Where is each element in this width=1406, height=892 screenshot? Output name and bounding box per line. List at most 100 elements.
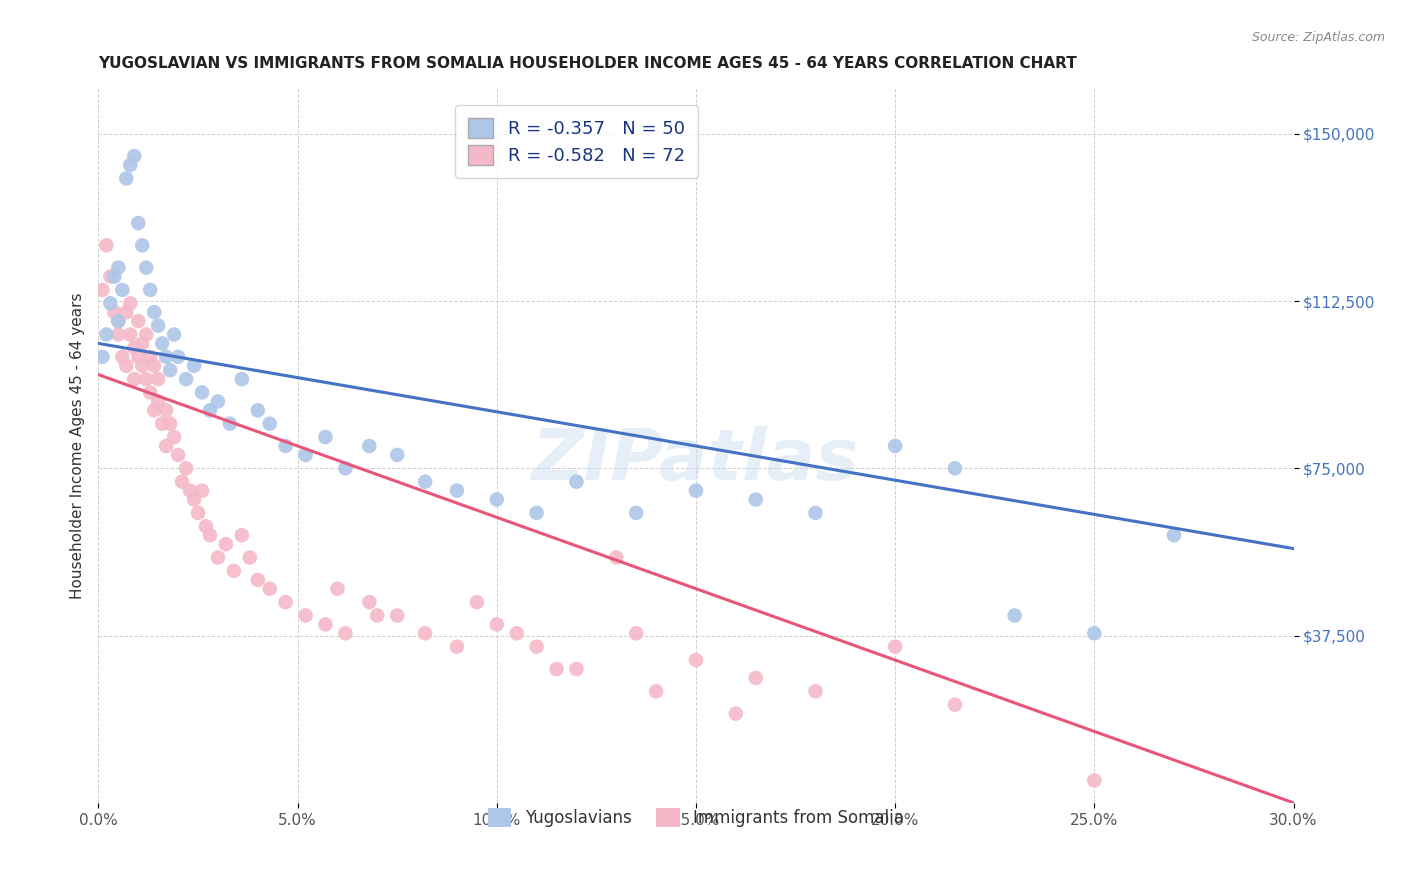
Point	[626, 506, 648, 520]
Point	[884, 640, 907, 654]
Point	[139, 283, 162, 297]
Point	[943, 698, 966, 712]
Point	[1083, 773, 1105, 788]
Point	[148, 372, 170, 386]
Point	[219, 417, 242, 431]
Point	[246, 403, 269, 417]
Point	[215, 537, 238, 551]
Point	[724, 706, 747, 721]
Point	[172, 475, 194, 489]
Point	[222, 564, 245, 578]
Point	[195, 519, 218, 533]
Point	[626, 626, 648, 640]
Point	[111, 350, 134, 364]
Point	[359, 595, 381, 609]
Point	[1083, 626, 1105, 640]
Point	[167, 350, 190, 364]
Point	[155, 439, 177, 453]
Point	[179, 483, 201, 498]
Point	[465, 595, 488, 609]
Point	[120, 158, 142, 172]
Point	[96, 238, 118, 252]
Point	[163, 430, 186, 444]
Point	[183, 492, 205, 507]
Point	[366, 608, 388, 623]
Point	[91, 350, 114, 364]
Point	[335, 461, 357, 475]
Point	[115, 359, 138, 373]
Point	[124, 372, 146, 386]
Point	[294, 608, 316, 623]
Point	[745, 492, 768, 507]
Point	[131, 238, 153, 252]
Point	[107, 314, 129, 328]
Point	[135, 372, 157, 386]
Point	[107, 260, 129, 275]
Point	[385, 448, 409, 462]
Point	[294, 448, 316, 462]
Point	[745, 671, 768, 685]
Point	[565, 475, 588, 489]
Point	[183, 359, 205, 373]
Point	[174, 372, 197, 386]
Point	[143, 305, 166, 319]
Point	[231, 372, 253, 386]
Point	[259, 417, 281, 431]
Point	[446, 640, 468, 654]
Point	[96, 327, 118, 342]
Point	[159, 363, 181, 377]
Point	[191, 483, 214, 498]
Point	[485, 617, 508, 632]
Point	[326, 582, 349, 596]
Point	[135, 260, 157, 275]
Point	[1004, 608, 1026, 623]
Point	[143, 403, 166, 417]
Text: YUGOSLAVIAN VS IMMIGRANTS FROM SOMALIA HOUSEHOLDER INCOME AGES 45 - 64 YEARS COR: YUGOSLAVIAN VS IMMIGRANTS FROM SOMALIA H…	[98, 56, 1077, 71]
Point	[107, 327, 129, 342]
Point	[127, 314, 149, 328]
Point	[259, 582, 281, 596]
Point	[413, 626, 436, 640]
Point	[685, 483, 707, 498]
Point	[115, 305, 138, 319]
Point	[103, 305, 125, 319]
Point	[526, 506, 548, 520]
Point	[120, 296, 142, 310]
Point	[506, 626, 529, 640]
Point	[546, 662, 568, 676]
Point	[127, 350, 149, 364]
Point	[246, 573, 269, 587]
Point	[91, 283, 114, 297]
Point	[446, 483, 468, 498]
Text: ZIPatlas: ZIPatlas	[533, 425, 859, 495]
Point	[526, 640, 548, 654]
Point	[645, 684, 668, 698]
Y-axis label: Householder Income Ages 45 - 64 years: Householder Income Ages 45 - 64 years	[69, 293, 84, 599]
Point	[174, 461, 197, 475]
Point	[159, 417, 181, 431]
Point	[139, 385, 162, 400]
Point	[485, 492, 508, 507]
Point	[98, 269, 122, 284]
Point	[385, 608, 409, 623]
Point	[98, 296, 122, 310]
Point	[155, 403, 177, 417]
Point	[207, 394, 229, 409]
Point	[150, 336, 173, 351]
Point	[187, 506, 209, 520]
Point	[131, 336, 153, 351]
Point	[150, 417, 173, 431]
Point	[315, 617, 337, 632]
Legend: Yugoslavians, Immigrants from Somalia: Yugoslavians, Immigrants from Somalia	[481, 802, 911, 834]
Point	[413, 475, 436, 489]
Point	[884, 439, 907, 453]
Point	[804, 684, 827, 698]
Point	[315, 430, 337, 444]
Point	[274, 595, 297, 609]
Point	[111, 283, 134, 297]
Point	[139, 350, 162, 364]
Point	[274, 439, 297, 453]
Point	[207, 550, 229, 565]
Point	[191, 385, 214, 400]
Point	[198, 528, 221, 542]
